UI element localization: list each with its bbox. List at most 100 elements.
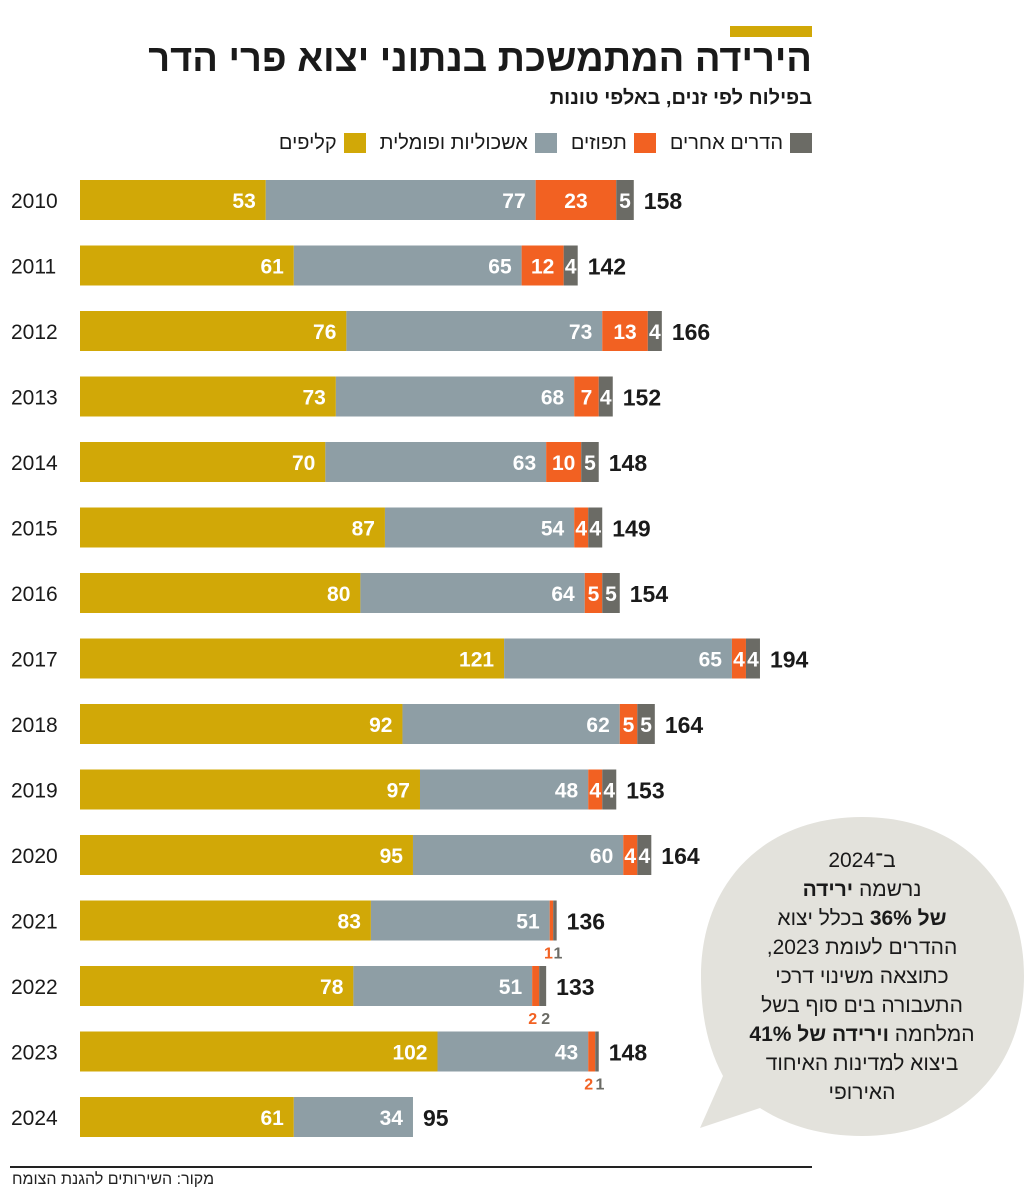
source-divider — [10, 1166, 812, 1168]
bar-segment-easy-peelers — [80, 900, 371, 941]
bar-segment-easy-peelers — [80, 311, 347, 351]
legend-item-oranges: תפוזים — [571, 132, 656, 155]
year-label: 2016 — [11, 583, 58, 606]
bar-segment-oranges — [623, 835, 638, 875]
data-label: 4 — [638, 845, 650, 868]
bar-segment-other-citrus — [602, 769, 617, 810]
data-label: 5 — [623, 714, 635, 737]
data-label: 4 — [603, 780, 615, 803]
total-label: 154 — [630, 581, 669, 607]
legend-label: תפוזים — [570, 131, 627, 154]
bar-segment-other-citrus — [581, 442, 599, 482]
bar-segment-grapefruit — [402, 704, 620, 744]
year-label: 2018 — [11, 714, 58, 737]
data-label: 87 — [352, 518, 375, 541]
total-label: 149 — [612, 516, 650, 542]
bar-segment-grapefruit — [265, 180, 536, 220]
bar-segment-easy-peelers — [80, 638, 505, 679]
data-label: 61 — [260, 1107, 284, 1130]
source-note: מקור: השירותים להגנת הצומח — [12, 1171, 215, 1188]
total-label: 148 — [609, 1040, 648, 1066]
bar-segment-grapefruit — [293, 1097, 413, 1137]
bar-segment-grapefruit — [437, 1031, 589, 1072]
callout-text: ב־2024 נרשמה ירידה של 36% בכלל יצוא ההדר… — [712, 846, 1012, 1107]
total-label: 148 — [609, 450, 648, 476]
callout-line: כתוצאה משינוי דרכי — [775, 965, 949, 988]
bar-segment-oranges — [731, 638, 746, 679]
data-label: 4 — [649, 321, 661, 344]
data-label: 83 — [338, 911, 361, 934]
data-label: 53 — [232, 190, 255, 213]
data-label: 65 — [488, 256, 512, 279]
year-label: 2012 — [11, 321, 58, 344]
data-label: 4 — [589, 780, 601, 803]
legend-label: אשכוליות ופומלית — [379, 131, 528, 154]
callout-line: ההדרים לעומת 2023, — [766, 936, 958, 959]
data-label: 62 — [586, 714, 609, 737]
data-label: 4 — [575, 518, 587, 541]
data-label-below: 1 — [544, 946, 553, 963]
callout-line: נרשמה ירידה — [802, 878, 922, 901]
bar-segment-other-citrus — [553, 900, 557, 941]
bar-segment-grapefruit — [504, 638, 732, 679]
total-label: 136 — [567, 909, 605, 935]
total-label: 158 — [644, 188, 683, 214]
data-label: 5 — [640, 714, 652, 737]
bar-segment-oranges — [602, 311, 648, 351]
legend: הדרים אחרים תפוזים אשכוליות ופומלית קליפ… — [279, 128, 812, 158]
data-label: 4 — [624, 845, 636, 868]
bar-segment-other-citrus — [539, 966, 547, 1006]
year-label: 2024 — [11, 1107, 58, 1130]
data-label: 70 — [292, 452, 315, 475]
legend-item-easy-peelers: קליפים — [279, 132, 366, 155]
data-label: 92 — [369, 714, 392, 737]
total-label: 142 — [588, 254, 626, 280]
bar-segment-other-citrus — [637, 704, 655, 744]
data-label: 64 — [551, 583, 575, 606]
bar-segment-easy-peelers — [80, 1031, 438, 1072]
bar-segment-grapefruit — [353, 966, 533, 1006]
data-label: 12 — [531, 256, 554, 279]
total-label: 164 — [665, 712, 704, 738]
bar-segment-grapefruit — [293, 245, 522, 286]
data-label: 95 — [380, 845, 404, 868]
data-label-below: 2 — [584, 1077, 593, 1094]
bar-segment-grapefruit — [412, 835, 624, 875]
data-label-below: 2 — [541, 1011, 550, 1028]
chart-subtitle: בפילוח לפי זנים, באלפי טונות — [549, 87, 812, 109]
year-label: 2013 — [11, 387, 58, 410]
legend-item-other-citrus: הדרים אחרים — [670, 132, 812, 155]
bar-segment-easy-peelers — [80, 835, 413, 875]
data-label: 68 — [541, 387, 565, 410]
data-label: 4 — [600, 387, 612, 410]
bar-segment-easy-peelers — [80, 180, 266, 220]
bar-segment-other-citrus — [637, 835, 652, 875]
data-label: 60 — [590, 845, 613, 868]
bar-segment-grapefruit — [346, 311, 603, 351]
callout-line: ב־2024 — [828, 849, 896, 872]
data-label: 5 — [588, 583, 600, 606]
bar-segment-grapefruit — [384, 507, 575, 548]
data-label: 102 — [392, 1042, 427, 1065]
total-label: 164 — [661, 843, 700, 869]
bar-segment-oranges — [584, 573, 603, 613]
title-accent-bar — [730, 26, 812, 37]
bar-segment-grapefruit — [325, 442, 547, 482]
data-label: 73 — [569, 321, 592, 344]
total-label: 133 — [556, 974, 594, 1000]
data-label: 97 — [387, 780, 410, 803]
bar-segment-easy-peelers — [80, 769, 420, 810]
data-label: 61 — [260, 256, 284, 279]
data-label: 4 — [565, 256, 577, 279]
bar-segment-grapefruit — [419, 769, 589, 810]
bar-segment-oranges — [574, 376, 599, 417]
bar-segment-easy-peelers — [80, 1097, 294, 1137]
year-label: 2021 — [11, 911, 58, 934]
bar-segment-easy-peelers — [80, 966, 354, 1006]
data-label: 63 — [513, 452, 536, 475]
data-label-below: 2 — [528, 1011, 537, 1028]
year-label: 2020 — [11, 845, 58, 868]
year-label: 2022 — [11, 976, 58, 999]
